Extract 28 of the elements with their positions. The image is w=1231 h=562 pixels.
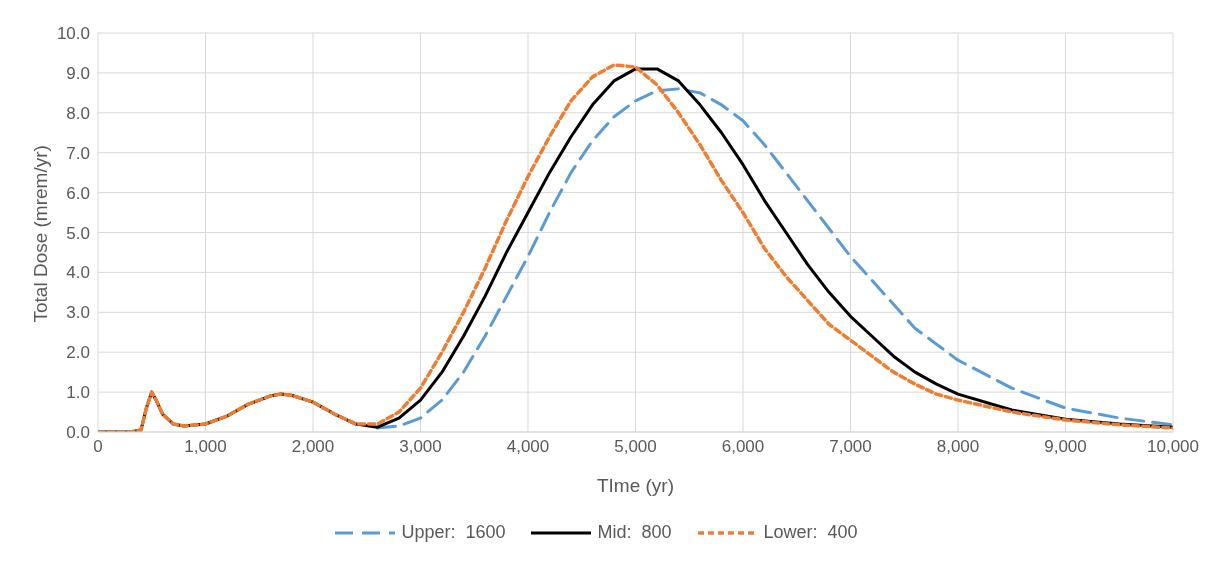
x-tick-label: 10,000 xyxy=(1147,437,1199,457)
y-tick-label: 8.0 xyxy=(66,103,90,123)
y-tick-label: 9.0 xyxy=(66,63,90,83)
y-tick-label: 1.0 xyxy=(66,383,90,403)
y-tick-label: 10.0 xyxy=(56,24,90,44)
y-tick-label: 3.0 xyxy=(66,303,90,323)
y-tick-label: 4.0 xyxy=(66,263,90,283)
x-axis-title: TIme (yr) xyxy=(596,475,675,496)
x-tick-label: 9,000 xyxy=(1044,437,1087,457)
x-tick-label: 7,000 xyxy=(829,437,872,457)
x-tick-label: 5,000 xyxy=(614,437,657,457)
x-tick-label: 1,000 xyxy=(184,437,227,457)
y-tick-label: 5.0 xyxy=(66,223,90,243)
x-tick-label: 3,000 xyxy=(399,437,442,457)
x-tick-label: 2,000 xyxy=(291,437,335,457)
x-tick-label: 0 xyxy=(93,437,103,457)
x-tick-label: 8,000 xyxy=(936,437,980,457)
y-tick-label: 0.0 xyxy=(66,423,90,443)
y-tick-label: 6.0 xyxy=(66,183,90,203)
legend-label: Mid: 800 xyxy=(597,522,672,543)
legend-label: Upper: 1600 xyxy=(401,522,506,543)
line-series xyxy=(376,87,1173,430)
y-axis-title: Total Dose (mrem/yr) xyxy=(29,145,51,323)
x-tick-label: 6,000 xyxy=(721,437,765,457)
y-tick-label: 2.0 xyxy=(66,343,90,363)
x-tick-label: 4,000 xyxy=(506,437,550,457)
y-tick-label: 7.0 xyxy=(66,143,90,163)
legend-label: Lower: 400 xyxy=(763,522,858,543)
